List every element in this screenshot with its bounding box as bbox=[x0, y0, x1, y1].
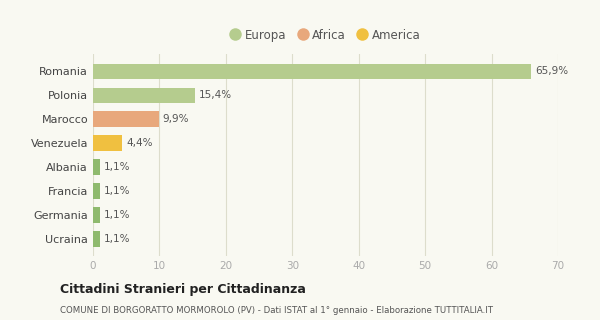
Text: 15,4%: 15,4% bbox=[199, 90, 232, 100]
Text: 1,1%: 1,1% bbox=[104, 162, 131, 172]
Text: Cittadini Stranieri per Cittadinanza: Cittadini Stranieri per Cittadinanza bbox=[60, 283, 306, 296]
Bar bbox=[93, 207, 100, 223]
Text: 1,1%: 1,1% bbox=[104, 210, 131, 220]
Legend: Europa, Africa, America: Europa, Africa, America bbox=[226, 24, 425, 46]
Text: 1,1%: 1,1% bbox=[104, 186, 131, 196]
Bar bbox=[93, 135, 122, 151]
Text: 1,1%: 1,1% bbox=[104, 234, 131, 244]
Bar bbox=[93, 88, 196, 103]
Text: 65,9%: 65,9% bbox=[535, 66, 568, 76]
Bar bbox=[93, 183, 100, 199]
Bar bbox=[93, 111, 159, 127]
Text: 9,9%: 9,9% bbox=[163, 114, 189, 124]
Bar bbox=[93, 64, 531, 79]
Text: COMUNE DI BORGORATTO MORMOROLO (PV) - Dati ISTAT al 1° gennaio - Elaborazione TU: COMUNE DI BORGORATTO MORMOROLO (PV) - Da… bbox=[60, 306, 493, 315]
Bar bbox=[93, 231, 100, 247]
Text: 4,4%: 4,4% bbox=[126, 138, 153, 148]
Bar bbox=[93, 159, 100, 175]
